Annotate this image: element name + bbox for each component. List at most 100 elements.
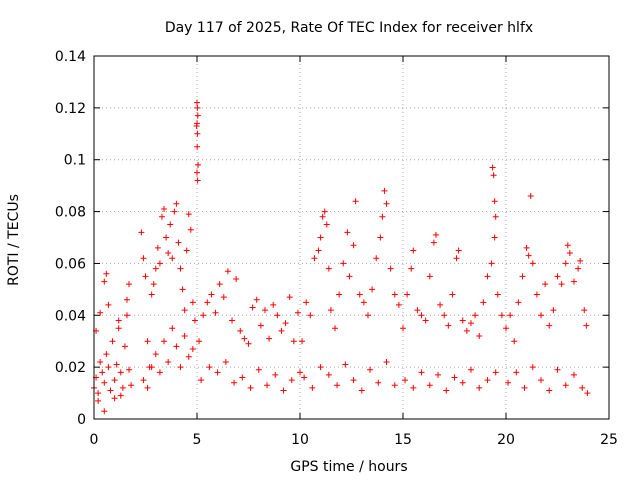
data-point — [212, 309, 219, 316]
data-point — [97, 309, 104, 316]
data-point — [521, 384, 528, 391]
data-point — [358, 387, 365, 394]
data-point — [103, 270, 110, 277]
data-point — [375, 379, 382, 386]
data-point — [418, 312, 425, 319]
data-point — [245, 340, 252, 347]
data-point — [115, 325, 122, 332]
data-point — [299, 338, 306, 345]
data-point — [377, 234, 384, 241]
x-tick-label: 10 — [291, 432, 309, 448]
data-point — [422, 317, 429, 324]
data-point — [507, 312, 514, 319]
data-point — [484, 377, 491, 384]
data-point — [105, 301, 112, 308]
data-point — [253, 296, 260, 303]
data-point — [224, 268, 231, 275]
y-tick-label: 0.06 — [55, 256, 86, 272]
data-point — [566, 250, 573, 257]
data-point — [171, 208, 178, 215]
data-point — [319, 213, 326, 220]
data-point — [435, 371, 442, 378]
data-point — [570, 371, 577, 378]
data-point — [472, 312, 479, 319]
data-point — [194, 169, 200, 176]
data-point — [451, 374, 458, 381]
x-axis-label: GPS time / hours — [290, 459, 407, 475]
data-point — [391, 291, 398, 298]
data-point — [410, 384, 417, 391]
data-point — [97, 358, 104, 365]
data-point — [107, 387, 114, 394]
data-point — [414, 307, 421, 314]
data-point — [274, 312, 281, 319]
data-point — [200, 312, 207, 319]
data-point — [156, 260, 163, 267]
data-point — [538, 377, 545, 384]
data-point — [564, 242, 571, 249]
data-point — [280, 387, 287, 394]
data-point — [491, 234, 498, 241]
data-point — [187, 226, 194, 233]
data-point — [538, 312, 545, 319]
data-point — [426, 273, 433, 280]
data-point — [173, 343, 180, 350]
data-point — [317, 234, 324, 241]
data-point — [562, 260, 569, 267]
y-tick-label: 0 — [77, 412, 86, 428]
data-point — [350, 242, 357, 249]
data-point — [364, 312, 371, 319]
data-point — [402, 377, 409, 384]
data-point — [239, 374, 246, 381]
data-point — [519, 273, 526, 280]
data-point — [491, 198, 498, 205]
y-tick-label: 0.12 — [55, 101, 86, 117]
data-point — [410, 247, 417, 254]
x-tick-label: 25 — [600, 432, 618, 448]
data-point — [443, 387, 450, 394]
data-point — [144, 338, 151, 345]
data-point — [297, 369, 303, 376]
data-point — [194, 143, 201, 150]
data-point — [523, 244, 530, 251]
data-point — [189, 299, 196, 306]
data-point — [115, 317, 122, 324]
data-point — [189, 345, 196, 352]
data-point — [404, 291, 411, 298]
data-point — [109, 338, 116, 345]
data-point — [121, 343, 128, 350]
data-point — [367, 366, 374, 373]
x-tick-label: 20 — [497, 432, 515, 448]
data-point — [117, 369, 124, 376]
data-point — [126, 366, 133, 373]
data-point — [196, 338, 203, 345]
x-tick-labels: 0 5 10 15 20 25 — [90, 432, 618, 448]
data-point — [381, 187, 388, 194]
y-tick-label: 0.14 — [55, 49, 86, 65]
data-point — [336, 291, 343, 298]
data-point — [387, 265, 394, 272]
chart-title: Day 117 of 2025, Rate Of TEC Index for r… — [165, 20, 533, 36]
y-tick-label: 0.1 — [64, 153, 86, 169]
data-point — [195, 161, 202, 168]
data-points — [91, 99, 591, 415]
data-point — [177, 364, 184, 371]
data-point — [453, 255, 460, 262]
data-point — [455, 247, 462, 254]
data-point — [583, 322, 590, 329]
data-point — [546, 322, 553, 329]
data-point — [581, 307, 588, 314]
data-point — [179, 286, 186, 293]
data-point — [181, 333, 188, 340]
data-point — [177, 265, 184, 272]
data-point — [148, 291, 155, 298]
data-point — [181, 307, 188, 314]
data-point — [311, 255, 318, 262]
data-point — [140, 377, 147, 384]
data-point — [264, 382, 271, 389]
data-point — [208, 291, 215, 298]
data-point — [220, 294, 227, 301]
x-tick-label: 5 — [193, 432, 202, 448]
data-point — [158, 213, 165, 220]
data-point — [101, 278, 108, 285]
